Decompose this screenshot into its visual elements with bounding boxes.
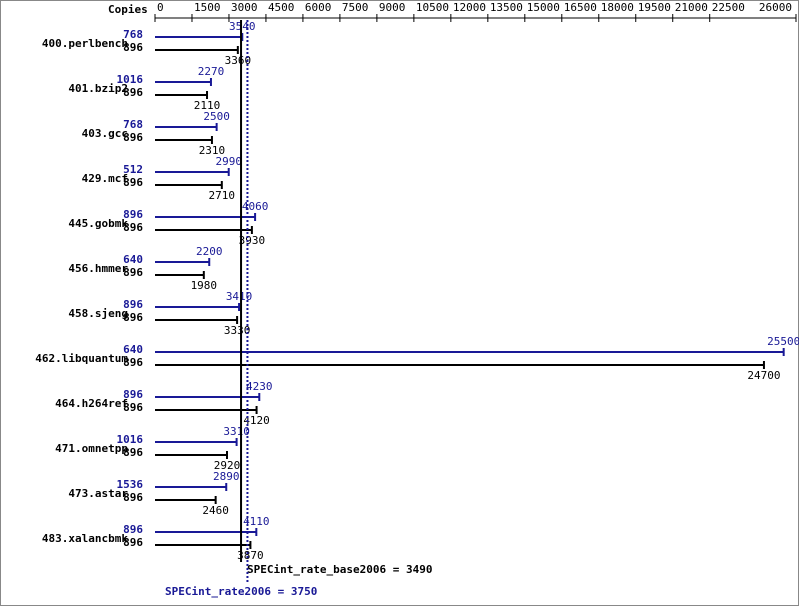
category-label: 483.xalancbmk bbox=[42, 532, 128, 545]
value-label: 2310 bbox=[199, 144, 226, 157]
value-label: 2110 bbox=[194, 99, 221, 112]
x-tick-label: 6000 bbox=[305, 1, 332, 14]
value-label: 3330 bbox=[224, 324, 251, 337]
copies-label: 640 bbox=[123, 343, 143, 356]
value-label: 4060 bbox=[242, 200, 269, 213]
copies-label: 1016 bbox=[117, 73, 144, 86]
copies-label: 896 bbox=[123, 208, 143, 221]
x-tick-label: 4500 bbox=[268, 1, 295, 14]
copies-label: 1016 bbox=[117, 433, 144, 446]
x-tick-label: 1500 bbox=[194, 1, 221, 14]
category-label: 462.libquantum bbox=[35, 352, 128, 365]
copies-label: 640 bbox=[123, 253, 143, 266]
x-tick-label: 18000 bbox=[601, 1, 634, 14]
x-tick-label: 16500 bbox=[564, 1, 597, 14]
value-label: 4230 bbox=[246, 380, 273, 393]
x-tick-label: 15000 bbox=[527, 1, 560, 14]
copies-label: 768 bbox=[123, 28, 143, 41]
category-label: 445.gobmk bbox=[68, 217, 128, 230]
value-label: 2200 bbox=[196, 245, 223, 258]
copies-label: 896 bbox=[123, 446, 143, 459]
value-label: 3870 bbox=[237, 549, 264, 562]
copies-label: 896 bbox=[123, 523, 143, 536]
copies-label: 896 bbox=[123, 356, 143, 369]
copies-label: 768 bbox=[123, 118, 143, 131]
value-label: 3540 bbox=[229, 20, 256, 33]
category-label: 471.omnetpp bbox=[55, 442, 128, 455]
value-label: 2890 bbox=[213, 470, 240, 483]
value-label: 3410 bbox=[226, 290, 253, 303]
category-label: 458.sjeng bbox=[68, 307, 128, 320]
x-tick-label: 13500 bbox=[490, 1, 523, 14]
reference-label: SPECint_rate_base2006 = 3490 bbox=[247, 563, 432, 576]
value-label: 3930 bbox=[239, 234, 266, 247]
x-tick-label: 19500 bbox=[638, 1, 671, 14]
value-label: 2500 bbox=[203, 110, 230, 123]
x-tick-label: 9000 bbox=[379, 1, 406, 14]
reference-label: SPECint_rate2006 = 3750 bbox=[165, 585, 317, 598]
copies-label: 896 bbox=[123, 298, 143, 311]
category-label: 456.hmmer bbox=[68, 262, 128, 275]
copies-label: 896 bbox=[123, 41, 143, 54]
category-label: 403.gcc bbox=[82, 127, 128, 140]
copies-label: 896 bbox=[123, 401, 143, 414]
category-label: 429.mcf bbox=[82, 172, 128, 185]
value-label: 4120 bbox=[243, 414, 270, 427]
copies-label: 896 bbox=[123, 131, 143, 144]
x-tick-label: 21000 bbox=[675, 1, 708, 14]
value-label: 24700 bbox=[747, 369, 780, 382]
axis-label: Copies bbox=[108, 3, 148, 16]
category-label: 400.perlbench bbox=[42, 37, 128, 50]
copies-label: 896 bbox=[123, 311, 143, 324]
value-label: 2460 bbox=[202, 504, 229, 517]
value-label: 2920 bbox=[214, 459, 241, 472]
copies-label: 896 bbox=[123, 86, 143, 99]
x-tick-label: 12000 bbox=[453, 1, 486, 14]
value-label: 3310 bbox=[223, 425, 250, 438]
value-label: 25500 bbox=[767, 335, 799, 348]
category-label: 473.astar bbox=[68, 487, 128, 500]
copies-label: 896 bbox=[123, 536, 143, 549]
category-label: 401.bzip2 bbox=[68, 82, 128, 95]
category-label: 464.h264ref bbox=[55, 397, 128, 410]
x-tick-label: 7500 bbox=[342, 1, 369, 14]
copies-label: 512 bbox=[123, 163, 143, 176]
value-label: 3360 bbox=[225, 54, 252, 67]
value-label: 2710 bbox=[209, 189, 236, 202]
copies-label: 896 bbox=[123, 221, 143, 234]
x-tick-label: 0 bbox=[157, 1, 164, 14]
copies-label: 896 bbox=[123, 266, 143, 279]
copies-label: 896 bbox=[123, 491, 143, 504]
copies-label: 896 bbox=[123, 388, 143, 401]
value-label: 2990 bbox=[215, 155, 242, 168]
x-tick-label: 22500 bbox=[712, 1, 745, 14]
value-label: 2270 bbox=[198, 65, 225, 78]
x-tick-label: 3000 bbox=[231, 1, 258, 14]
copies-label: 896 bbox=[123, 176, 143, 189]
x-tick-label: 10500 bbox=[416, 1, 449, 14]
copies-label: 1536 bbox=[117, 478, 144, 491]
value-label: 4110 bbox=[243, 515, 270, 528]
value-label: 1980 bbox=[191, 279, 218, 292]
x-tick-label: 26000 bbox=[759, 1, 792, 14]
